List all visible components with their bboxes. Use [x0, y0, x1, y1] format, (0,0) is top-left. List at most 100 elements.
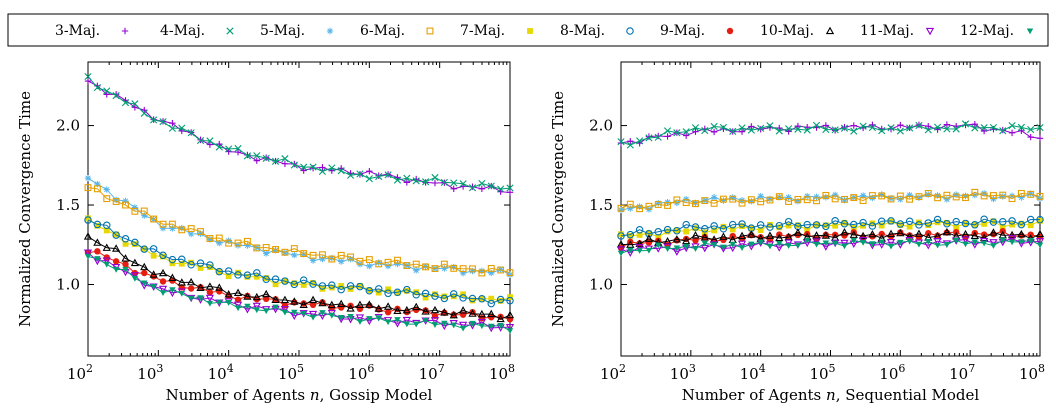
data-point	[980, 124, 988, 132]
data-point	[178, 124, 186, 132]
data-point	[683, 228, 690, 235]
data-point	[355, 300, 365, 308]
data-point	[682, 243, 690, 250]
data-point	[673, 129, 681, 137]
data-point	[338, 258, 345, 265]
data-point	[505, 310, 515, 319]
data-point	[979, 233, 989, 242]
data-point	[450, 185, 457, 193]
data-point	[244, 292, 251, 300]
data-point	[299, 300, 308, 308]
data-point	[469, 320, 476, 327]
data-point	[691, 231, 700, 239]
data-point	[1008, 217, 1016, 225]
data-point	[206, 300, 214, 307]
data-point	[103, 91, 110, 98]
data-point	[187, 225, 195, 233]
series-10-maj	[83, 232, 515, 323]
data-point	[394, 260, 401, 268]
data-point	[130, 258, 140, 267]
data-point	[169, 225, 176, 232]
data-point	[215, 267, 224, 276]
data-point	[375, 315, 382, 322]
data-point	[356, 170, 364, 178]
data-point	[636, 205, 644, 213]
data-point	[766, 243, 774, 250]
data-point	[692, 225, 699, 232]
data-point	[1035, 229, 1045, 238]
data-point	[925, 191, 932, 198]
data-point	[233, 288, 243, 296]
data-point	[720, 223, 727, 230]
data-point	[980, 127, 988, 135]
data-point	[506, 271, 514, 278]
data-point	[430, 305, 440, 314]
data-point	[747, 196, 755, 204]
data-point	[112, 258, 120, 265]
data-point	[961, 120, 970, 128]
data-point	[310, 280, 316, 286]
data-point	[328, 284, 335, 291]
data-point	[103, 254, 110, 261]
data-point	[150, 252, 157, 259]
data-point	[328, 164, 336, 172]
data-point	[150, 284, 157, 290]
series-line	[620, 218, 1041, 237]
data-point	[403, 285, 411, 294]
data-point	[654, 133, 662, 141]
data-point	[141, 212, 148, 219]
data-point	[934, 232, 941, 239]
data-point	[131, 275, 139, 282]
data-point	[103, 195, 111, 203]
data-point	[375, 259, 382, 266]
data-point	[150, 215, 158, 223]
data-point	[337, 285, 345, 294]
data-point	[234, 296, 242, 303]
data-point	[450, 322, 457, 329]
data-point	[140, 109, 148, 117]
x-tick-label: 108	[489, 362, 515, 383]
data-point	[1035, 238, 1045, 246]
data-point	[413, 289, 420, 296]
data-point	[441, 320, 448, 327]
data-point	[813, 197, 820, 205]
data-point	[262, 275, 270, 283]
data-point	[896, 220, 905, 228]
data-point	[225, 273, 232, 280]
y-tick-label: 1.5	[56, 196, 80, 214]
data-point	[729, 226, 736, 233]
data-point	[300, 167, 307, 174]
data-point	[488, 295, 495, 302]
data-point	[915, 194, 923, 201]
data-point	[1027, 190, 1034, 197]
data-point	[308, 295, 318, 304]
data-point	[83, 232, 93, 240]
data-point	[93, 83, 101, 92]
data-point	[413, 321, 420, 328]
data-point	[906, 124, 914, 132]
data-point	[253, 157, 260, 164]
data-point	[169, 119, 176, 127]
data-point	[431, 173, 439, 182]
data-point	[244, 151, 251, 159]
data-point	[487, 309, 496, 318]
data-point	[691, 223, 700, 231]
x-tick-label: 107	[419, 362, 445, 383]
data-point	[112, 231, 120, 239]
data-point	[149, 270, 158, 278]
data-point	[757, 239, 764, 246]
data-point	[272, 304, 279, 311]
data-point	[812, 121, 821, 129]
data-point	[673, 196, 681, 204]
data-point	[235, 269, 241, 276]
data-point	[664, 228, 671, 235]
data-point	[756, 221, 765, 229]
data-point	[999, 127, 1007, 135]
data-point	[989, 218, 998, 226]
x-tick-label: 102	[67, 362, 93, 383]
data-point	[347, 314, 354, 320]
data-point	[1027, 222, 1034, 229]
data-point	[159, 220, 167, 228]
data-point	[636, 248, 643, 254]
data-point	[187, 285, 195, 292]
